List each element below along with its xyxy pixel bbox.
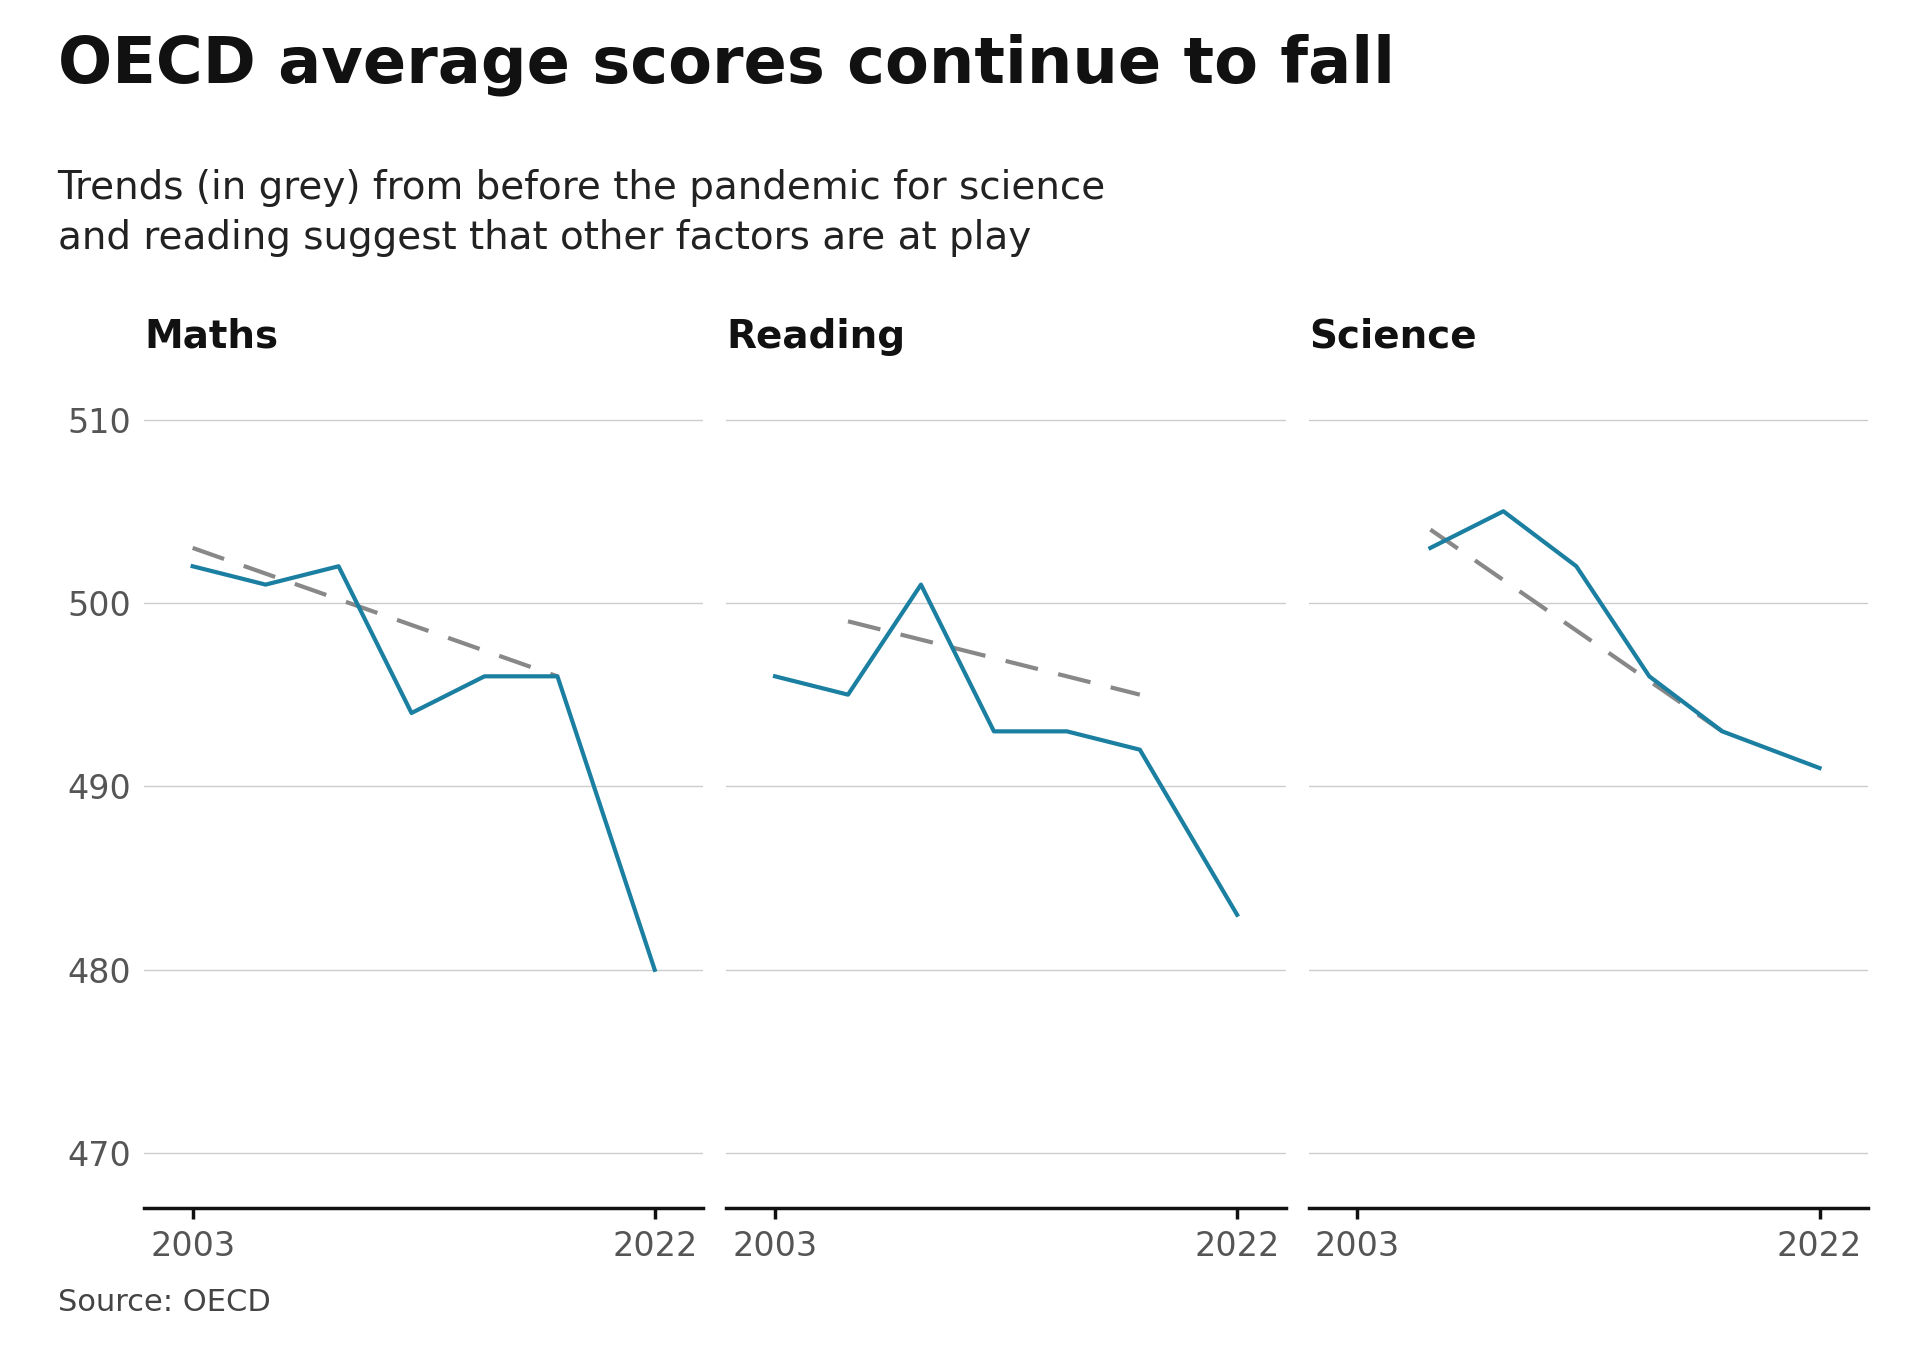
- Text: Trends (in grey) from before the pandemic for science
and reading suggest that o: Trends (in grey) from before the pandemi…: [58, 169, 1106, 256]
- Text: B: B: [1780, 1273, 1807, 1307]
- Text: Science: Science: [1309, 317, 1476, 356]
- Text: Maths: Maths: [144, 317, 278, 356]
- Text: Source: OECD: Source: OECD: [58, 1288, 271, 1318]
- Text: OECD average scores continue to fall: OECD average scores continue to fall: [58, 34, 1394, 96]
- Text: B: B: [1715, 1273, 1741, 1307]
- Text: Reading: Reading: [726, 317, 906, 356]
- Text: C: C: [1845, 1273, 1872, 1307]
